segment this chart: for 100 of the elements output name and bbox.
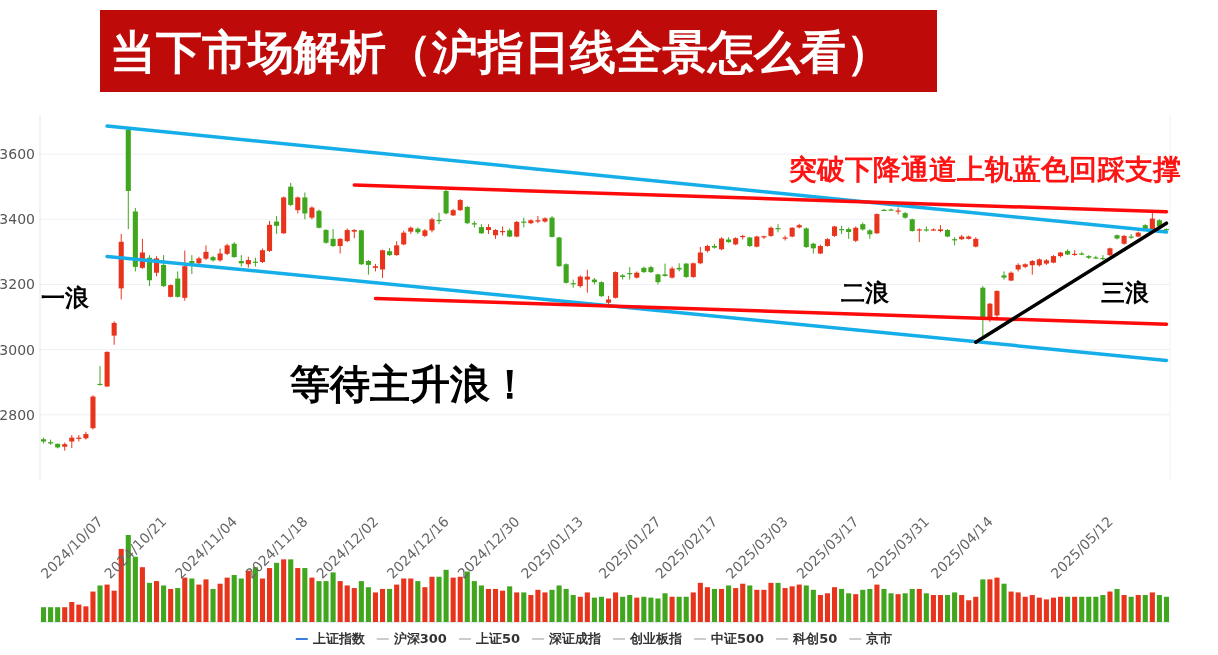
bar: [478, 585, 484, 622]
bar: [711, 588, 718, 622]
bar: [379, 588, 386, 622]
bar: [683, 596, 689, 622]
bar: [69, 601, 75, 622]
bar: [641, 596, 647, 622]
candlestick: [288, 182, 294, 207]
bar: [987, 579, 993, 622]
bar: [704, 587, 710, 622]
bar: [754, 589, 760, 622]
bar: [146, 582, 153, 622]
bar: [605, 598, 612, 622]
bar: [500, 590, 506, 622]
bar: [224, 577, 230, 622]
bar: [648, 597, 654, 622]
bar: [1135, 595, 1141, 622]
bar: [1036, 597, 1042, 622]
bar: [542, 592, 548, 622]
bar: [168, 588, 174, 622]
bar: [726, 585, 732, 622]
y-tick-label: 3200: [0, 276, 35, 293]
bar: [740, 583, 746, 622]
bar: [1079, 596, 1085, 622]
candlestick: [111, 320, 117, 346]
bar: [40, 607, 47, 622]
bar: [1093, 596, 1099, 622]
candlestick: [330, 228, 336, 248]
candlestick: [83, 431, 89, 441]
bar: [1001, 583, 1007, 622]
bar: [810, 589, 816, 622]
candlestick: [874, 212, 880, 235]
bar: [782, 588, 788, 622]
bar: [55, 607, 61, 622]
candlestick: [584, 269, 590, 294]
bar: [387, 588, 393, 622]
bar: [930, 595, 936, 622]
bar: [471, 581, 477, 622]
bar: [669, 596, 675, 622]
bar: [1114, 588, 1120, 622]
bar: [768, 582, 774, 622]
bar: [337, 581, 343, 622]
bar: [902, 593, 908, 622]
annotation: 等待主升浪！: [289, 361, 530, 407]
y-tick-label: 3000: [0, 341, 35, 358]
bar: [408, 578, 414, 622]
candlestick: [210, 255, 216, 263]
legend-label: 深证成指: [548, 631, 601, 646]
bar: [1072, 596, 1078, 622]
annotation: 三浪: [1101, 279, 1150, 307]
bar: [182, 577, 188, 622]
bar: [196, 584, 202, 622]
legend-label: 科创50: [792, 631, 838, 646]
bar: [189, 578, 195, 622]
bar: [959, 595, 965, 622]
bar: [1100, 595, 1106, 622]
bar: [570, 595, 576, 622]
annotation: 突破下降通道上轨蓝色回踩支撑: [788, 153, 1181, 186]
bar: [1156, 595, 1162, 622]
bar: [867, 588, 873, 622]
annotation: 一浪: [41, 284, 90, 312]
candlestick: [175, 270, 181, 298]
bar: [1142, 595, 1148, 622]
bar: [104, 584, 110, 622]
bar: [175, 588, 181, 622]
bar: [1107, 591, 1113, 622]
bar: [62, 607, 68, 622]
bar: [485, 588, 492, 622]
bar: [577, 596, 583, 622]
bar: [831, 587, 838, 622]
bar: [238, 578, 244, 622]
candlestick: [161, 254, 167, 288]
bar: [415, 581, 421, 622]
bar: [83, 606, 89, 622]
bar: [676, 596, 682, 622]
bar: [217, 583, 223, 622]
bar: [718, 588, 725, 622]
bar: [1149, 592, 1155, 622]
bar: [528, 595, 534, 622]
bar: [613, 592, 619, 622]
bar: [591, 597, 597, 622]
bar: [789, 586, 795, 622]
bar: [514, 592, 520, 622]
bar: [97, 585, 103, 622]
bar: [309, 577, 315, 622]
bar: [1163, 596, 1170, 622]
candlestick: [379, 249, 386, 279]
candlestick: [1001, 270, 1007, 281]
bar: [952, 592, 958, 622]
bar: [973, 596, 979, 622]
y-tick-label: 3600: [0, 146, 35, 163]
bar: [937, 595, 944, 622]
bar: [394, 584, 400, 622]
y-tick-label: 3400: [0, 211, 35, 228]
bar: [690, 592, 696, 622]
bar: [817, 595, 823, 622]
bar: [492, 588, 499, 622]
bar: [966, 600, 972, 622]
bar: [796, 584, 802, 622]
bar: [48, 607, 54, 622]
bar: [153, 581, 160, 622]
